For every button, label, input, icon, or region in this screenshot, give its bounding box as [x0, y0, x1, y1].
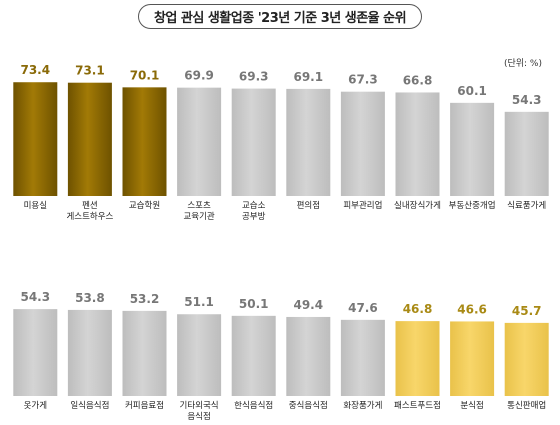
value-label-2-4: 51.1 [184, 295, 214, 309]
value-label-2-9: 46.6 [457, 302, 487, 316]
category-label-1-10: 식료품가게 [507, 200, 546, 211]
value-label-1-7: 67.3 [348, 73, 378, 87]
category-label-2-1: 옷가게 [24, 400, 47, 411]
value-label-1-9: 60.1 [457, 84, 487, 98]
bar-1-10 [504, 111, 549, 196]
value-label-1-2: 73.1 [75, 64, 105, 78]
value-label-2-2: 53.8 [75, 291, 105, 305]
category-label-2-5: 한식음식점 [234, 400, 273, 411]
bar-1-2 [67, 82, 112, 196]
category-label-2-2: 일식음식점 [70, 400, 109, 411]
category-label-2-9: 분식점 [460, 400, 483, 411]
value-label-2-7: 47.6 [348, 301, 378, 315]
value-label-2-6: 49.4 [293, 298, 323, 312]
category-label-1-2: 펜션 게스트하우스 [66, 200, 113, 222]
category-label-1-8: 실내장식가게 [394, 200, 441, 211]
value-label-1-1: 73.4 [20, 63, 50, 77]
bar-1-9 [450, 102, 495, 196]
bar-2-10 [504, 322, 549, 396]
value-label-1-6: 69.1 [293, 70, 323, 84]
bar-2-8 [395, 321, 440, 396]
value-label-1-3: 70.1 [130, 68, 160, 82]
bar-1-1 [13, 82, 58, 196]
value-label-2-8: 46.8 [403, 302, 433, 316]
category-label-1-7: 피부관리업 [343, 200, 382, 211]
bar-1-6 [286, 88, 331, 196]
bar-2-2 [67, 309, 112, 396]
bar-2-3 [122, 310, 167, 396]
bar-1-7 [340, 91, 385, 196]
value-label-2-1: 54.3 [20, 290, 50, 304]
value-label-2-10: 45.7 [512, 304, 542, 318]
unit-note: (단위: %) [503, 59, 542, 69]
category-label-1-5: 교습소 공부방 [242, 201, 266, 222]
category-label-2-8: 패스트푸드점 [394, 400, 441, 411]
bar-2-1 [13, 309, 58, 396]
category-label-1-9: 부동산중개업 [449, 200, 496, 211]
value-label-1-8: 66.8 [403, 73, 433, 87]
value-label-1-5: 69.3 [239, 70, 269, 84]
bar-2-7 [340, 319, 385, 396]
category-label-1-1: 미용실 [24, 200, 47, 211]
category-label-1-6: 편의점 [297, 200, 320, 211]
bar-2-9 [450, 321, 495, 396]
bar-1-8 [395, 92, 440, 196]
value-label-2-5: 50.1 [239, 297, 269, 311]
category-label-1-3: 교습학원 [129, 200, 160, 211]
category-label-2-7: 화장품가게 [343, 400, 382, 411]
category-label-2-3: 커피음료점 [125, 400, 164, 411]
bar-1-4 [177, 87, 222, 196]
value-label-1-10: 54.3 [512, 93, 542, 107]
category-label-2-6: 중식음식점 [289, 400, 328, 411]
category-label-2-4: 기타외국식 음식점 [180, 400, 219, 422]
category-label-1-4: 스포츠 교육기관 [183, 201, 214, 222]
chart-title: 창업 관심 생활업종 '23년 기준 3년 생존율 순위 [138, 4, 422, 29]
category-label-2-10: 통신판매업 [507, 401, 546, 411]
bar-2-6 [286, 316, 331, 396]
value-label-2-3: 53.2 [130, 292, 160, 306]
bar-1-5 [231, 88, 276, 196]
value-label-1-4: 69.9 [184, 69, 214, 83]
bar-2-4 [177, 314, 222, 396]
bar-2-5 [231, 315, 276, 396]
bar-1-3 [122, 87, 167, 196]
